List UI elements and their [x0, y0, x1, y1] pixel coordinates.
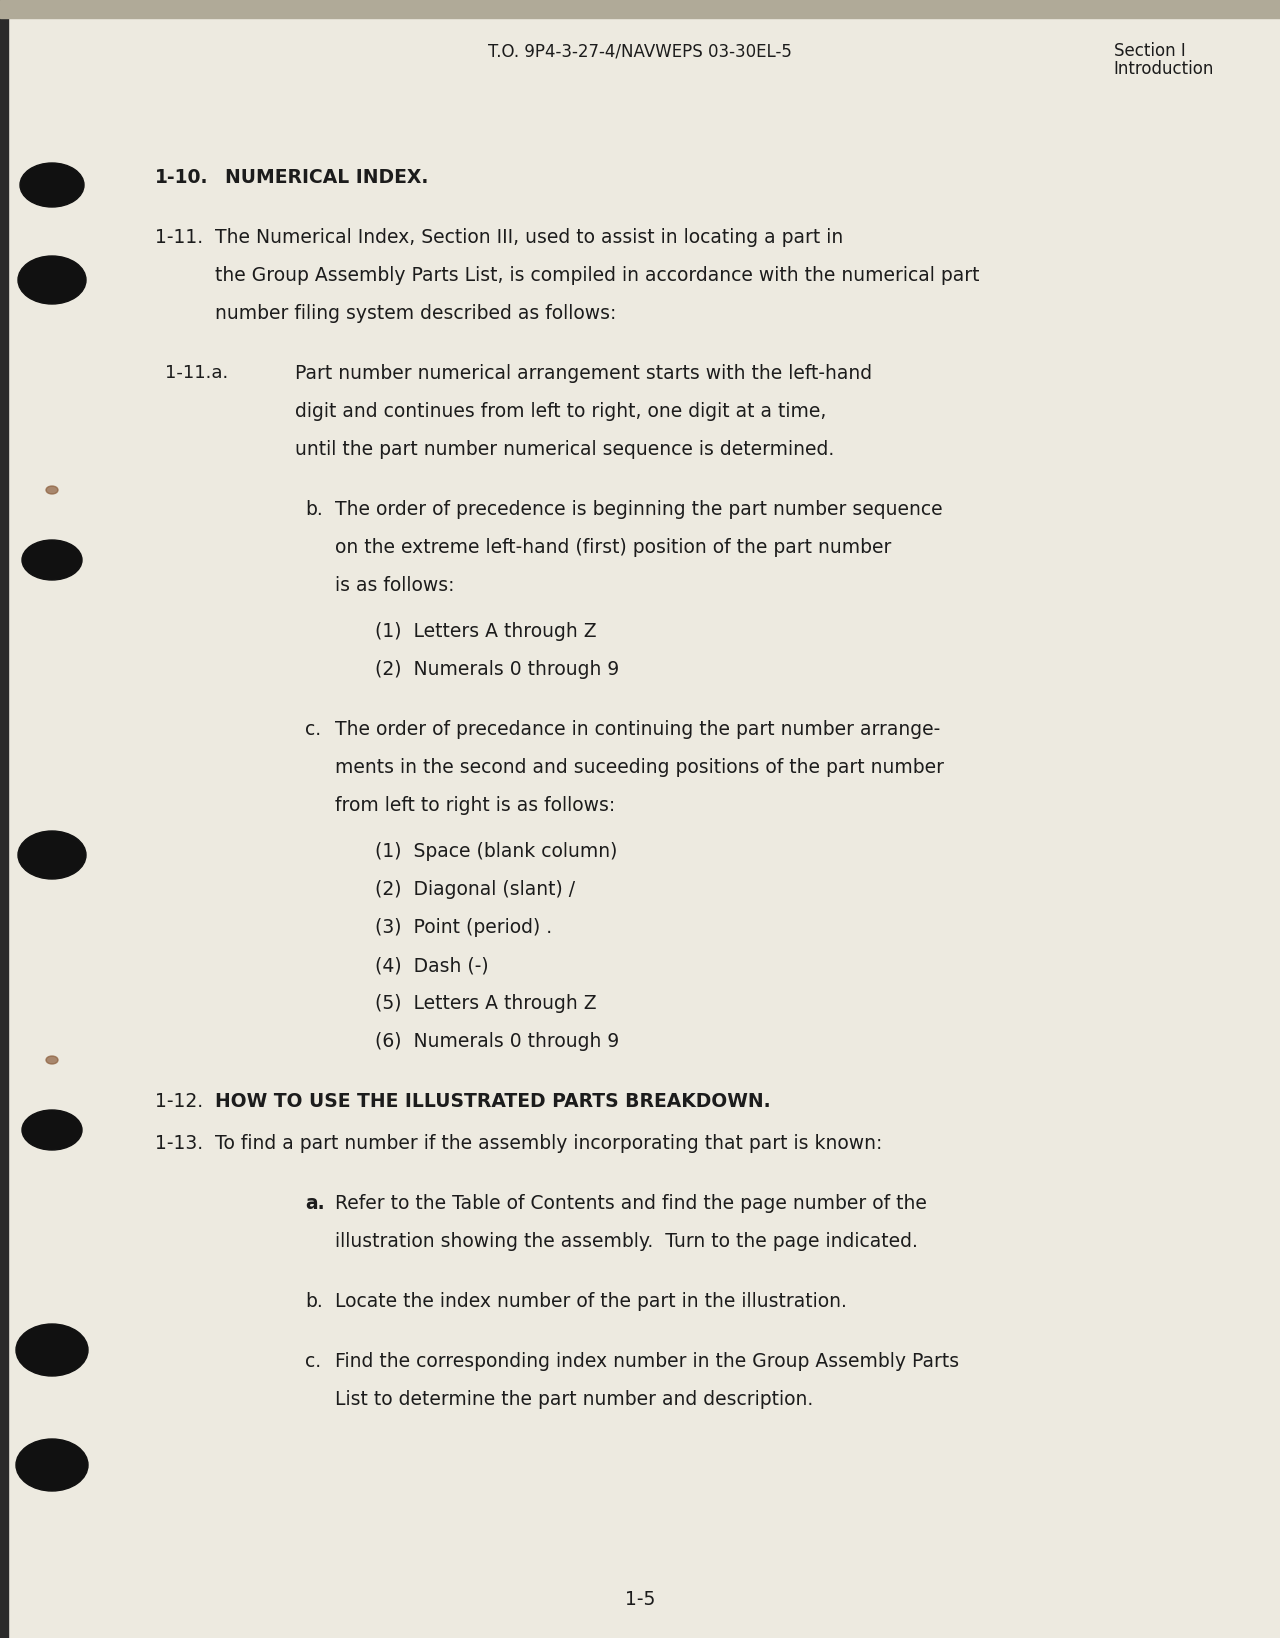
Text: (1)  Letters A through Z: (1) Letters A through Z: [375, 622, 596, 640]
Text: Part number numerical arrangement starts with the left-hand: Part number numerical arrangement starts…: [294, 364, 872, 383]
Text: T.O. 9P4-3-27-4/NAVWEPS 03-30EL-5: T.O. 9P4-3-27-4/NAVWEPS 03-30EL-5: [488, 43, 792, 61]
Text: The Numerical Index, Section III, used to assist in locating a part in: The Numerical Index, Section III, used t…: [215, 228, 844, 247]
Ellipse shape: [22, 541, 82, 580]
Text: 1-13.: 1-13.: [155, 1133, 204, 1153]
Text: Section I: Section I: [1114, 43, 1185, 61]
Text: Locate the index number of the part in the illustration.: Locate the index number of the part in t…: [335, 1292, 847, 1310]
Text: 1-11.a.: 1-11.a.: [165, 364, 228, 382]
Text: until the part number numerical sequence is determined.: until the part number numerical sequence…: [294, 441, 835, 459]
Ellipse shape: [46, 1057, 58, 1065]
Text: number filing system described as follows:: number filing system described as follow…: [215, 305, 617, 323]
Text: The order of precedance in continuing the part number arrange-: The order of precedance in continuing th…: [335, 721, 941, 739]
Text: b.: b.: [305, 500, 323, 519]
Text: b.: b.: [305, 1292, 323, 1310]
Text: 1-11.: 1-11.: [155, 228, 204, 247]
Text: The order of precedence is beginning the part number sequence: The order of precedence is beginning the…: [335, 500, 942, 519]
Text: (4)  Dash (-): (4) Dash (-): [375, 957, 489, 975]
Ellipse shape: [20, 164, 84, 206]
Text: (3)  Point (period) .: (3) Point (period) .: [375, 917, 552, 937]
Text: To find a part number if the assembly incorporating that part is known:: To find a part number if the assembly in…: [215, 1133, 882, 1153]
Text: ments in the second and suceeding positions of the part number: ments in the second and suceeding positi…: [335, 758, 945, 776]
Text: digit and continues from left to right, one digit at a time,: digit and continues from left to right, …: [294, 401, 827, 421]
Text: (5)  Letters A through Z: (5) Letters A through Z: [375, 994, 596, 1012]
Ellipse shape: [18, 830, 86, 880]
Text: c.: c.: [305, 721, 321, 739]
Text: NUMERICAL INDEX.: NUMERICAL INDEX.: [225, 169, 429, 187]
Text: Refer to the Table of Contents and find the page number of the: Refer to the Table of Contents and find …: [335, 1194, 927, 1214]
Text: a.: a.: [305, 1194, 325, 1214]
Text: HOW TO USE THE ILLUSTRATED PARTS BREAKDOWN.: HOW TO USE THE ILLUSTRATED PARTS BREAKDO…: [215, 1093, 771, 1111]
Text: 1-5: 1-5: [625, 1590, 655, 1609]
Text: from left to right is as follows:: from left to right is as follows:: [335, 796, 616, 816]
Ellipse shape: [15, 1440, 88, 1491]
Ellipse shape: [46, 486, 58, 495]
Text: Find the corresponding index number in the Group Assembly Parts: Find the corresponding index number in t…: [335, 1351, 959, 1371]
Bar: [0, 0, 1280, 18]
Text: Introduction: Introduction: [1114, 61, 1213, 79]
Text: 1-12.: 1-12.: [155, 1093, 204, 1111]
Text: (2)  Numerals 0 through 9: (2) Numerals 0 through 9: [375, 660, 620, 680]
Text: c.: c.: [305, 1351, 321, 1371]
Text: is as follows:: is as follows:: [335, 577, 454, 595]
Text: the Group Assembly Parts List, is compiled in accordance with the numerical part: the Group Assembly Parts List, is compil…: [215, 265, 979, 285]
Text: List to determine the part number and description.: List to determine the part number and de…: [335, 1391, 813, 1409]
Text: on the extreme left-hand (first) position of the part number: on the extreme left-hand (first) positio…: [335, 537, 891, 557]
Ellipse shape: [18, 256, 86, 305]
Text: illustration showing the assembly.  Turn to the page indicated.: illustration showing the assembly. Turn …: [335, 1232, 918, 1251]
Ellipse shape: [22, 1111, 82, 1150]
Text: (1)  Space (blank column): (1) Space (blank column): [375, 842, 617, 862]
Ellipse shape: [15, 1324, 88, 1376]
Bar: [0, 0, 8, 1638]
Text: (6)  Numerals 0 through 9: (6) Numerals 0 through 9: [375, 1032, 620, 1052]
Text: (2)  Diagonal (slant) /: (2) Diagonal (slant) /: [375, 880, 575, 899]
Text: 1-10.: 1-10.: [155, 169, 209, 187]
